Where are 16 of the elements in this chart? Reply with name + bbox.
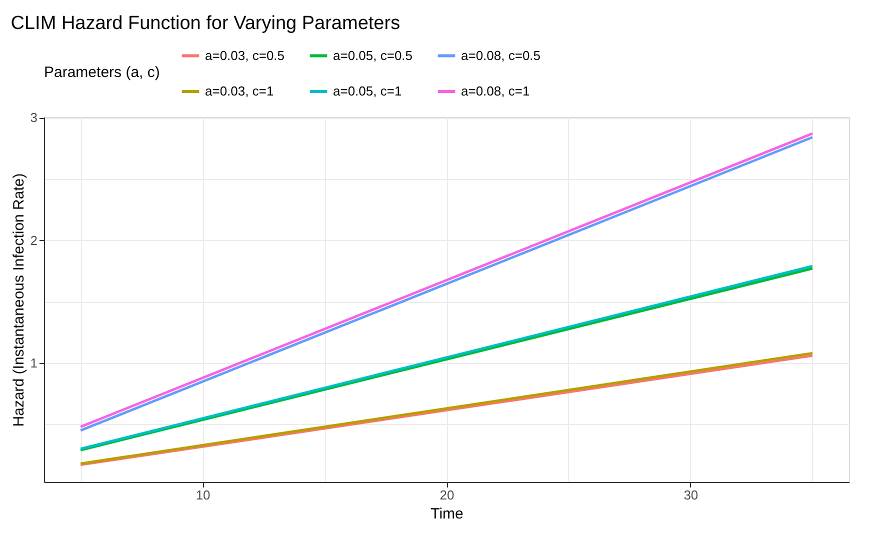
legend-title: Parameters (a, c) (44, 64, 160, 81)
legend-label: a=0.08, c=1 (461, 84, 530, 98)
y-tick-label: 3 (30, 110, 38, 126)
y-axis-title: Hazard (Instantaneous Infection Rate) (10, 173, 28, 427)
chart-title: CLIM Hazard Function for Varying Parameters (10, 13, 400, 34)
legend-label: a=0.03, c=0.5 (205, 48, 285, 63)
legend-label: a=0.03, c=1 (205, 84, 274, 98)
y-tick-label: 1 (30, 355, 38, 370)
legend-label: a=0.08, c=0.5 (461, 48, 541, 63)
x-tick-label: 20 (440, 488, 454, 502)
legend-label: a=0.05, c=1 (333, 84, 402, 98)
y-tick-label: 2 (30, 232, 38, 248)
x-tick-label: 30 (684, 488, 698, 502)
legend-label: a=0.05, c=0.5 (333, 48, 413, 63)
x-axis-title: Time (430, 506, 464, 522)
x-tick-label: 10 (196, 488, 210, 502)
